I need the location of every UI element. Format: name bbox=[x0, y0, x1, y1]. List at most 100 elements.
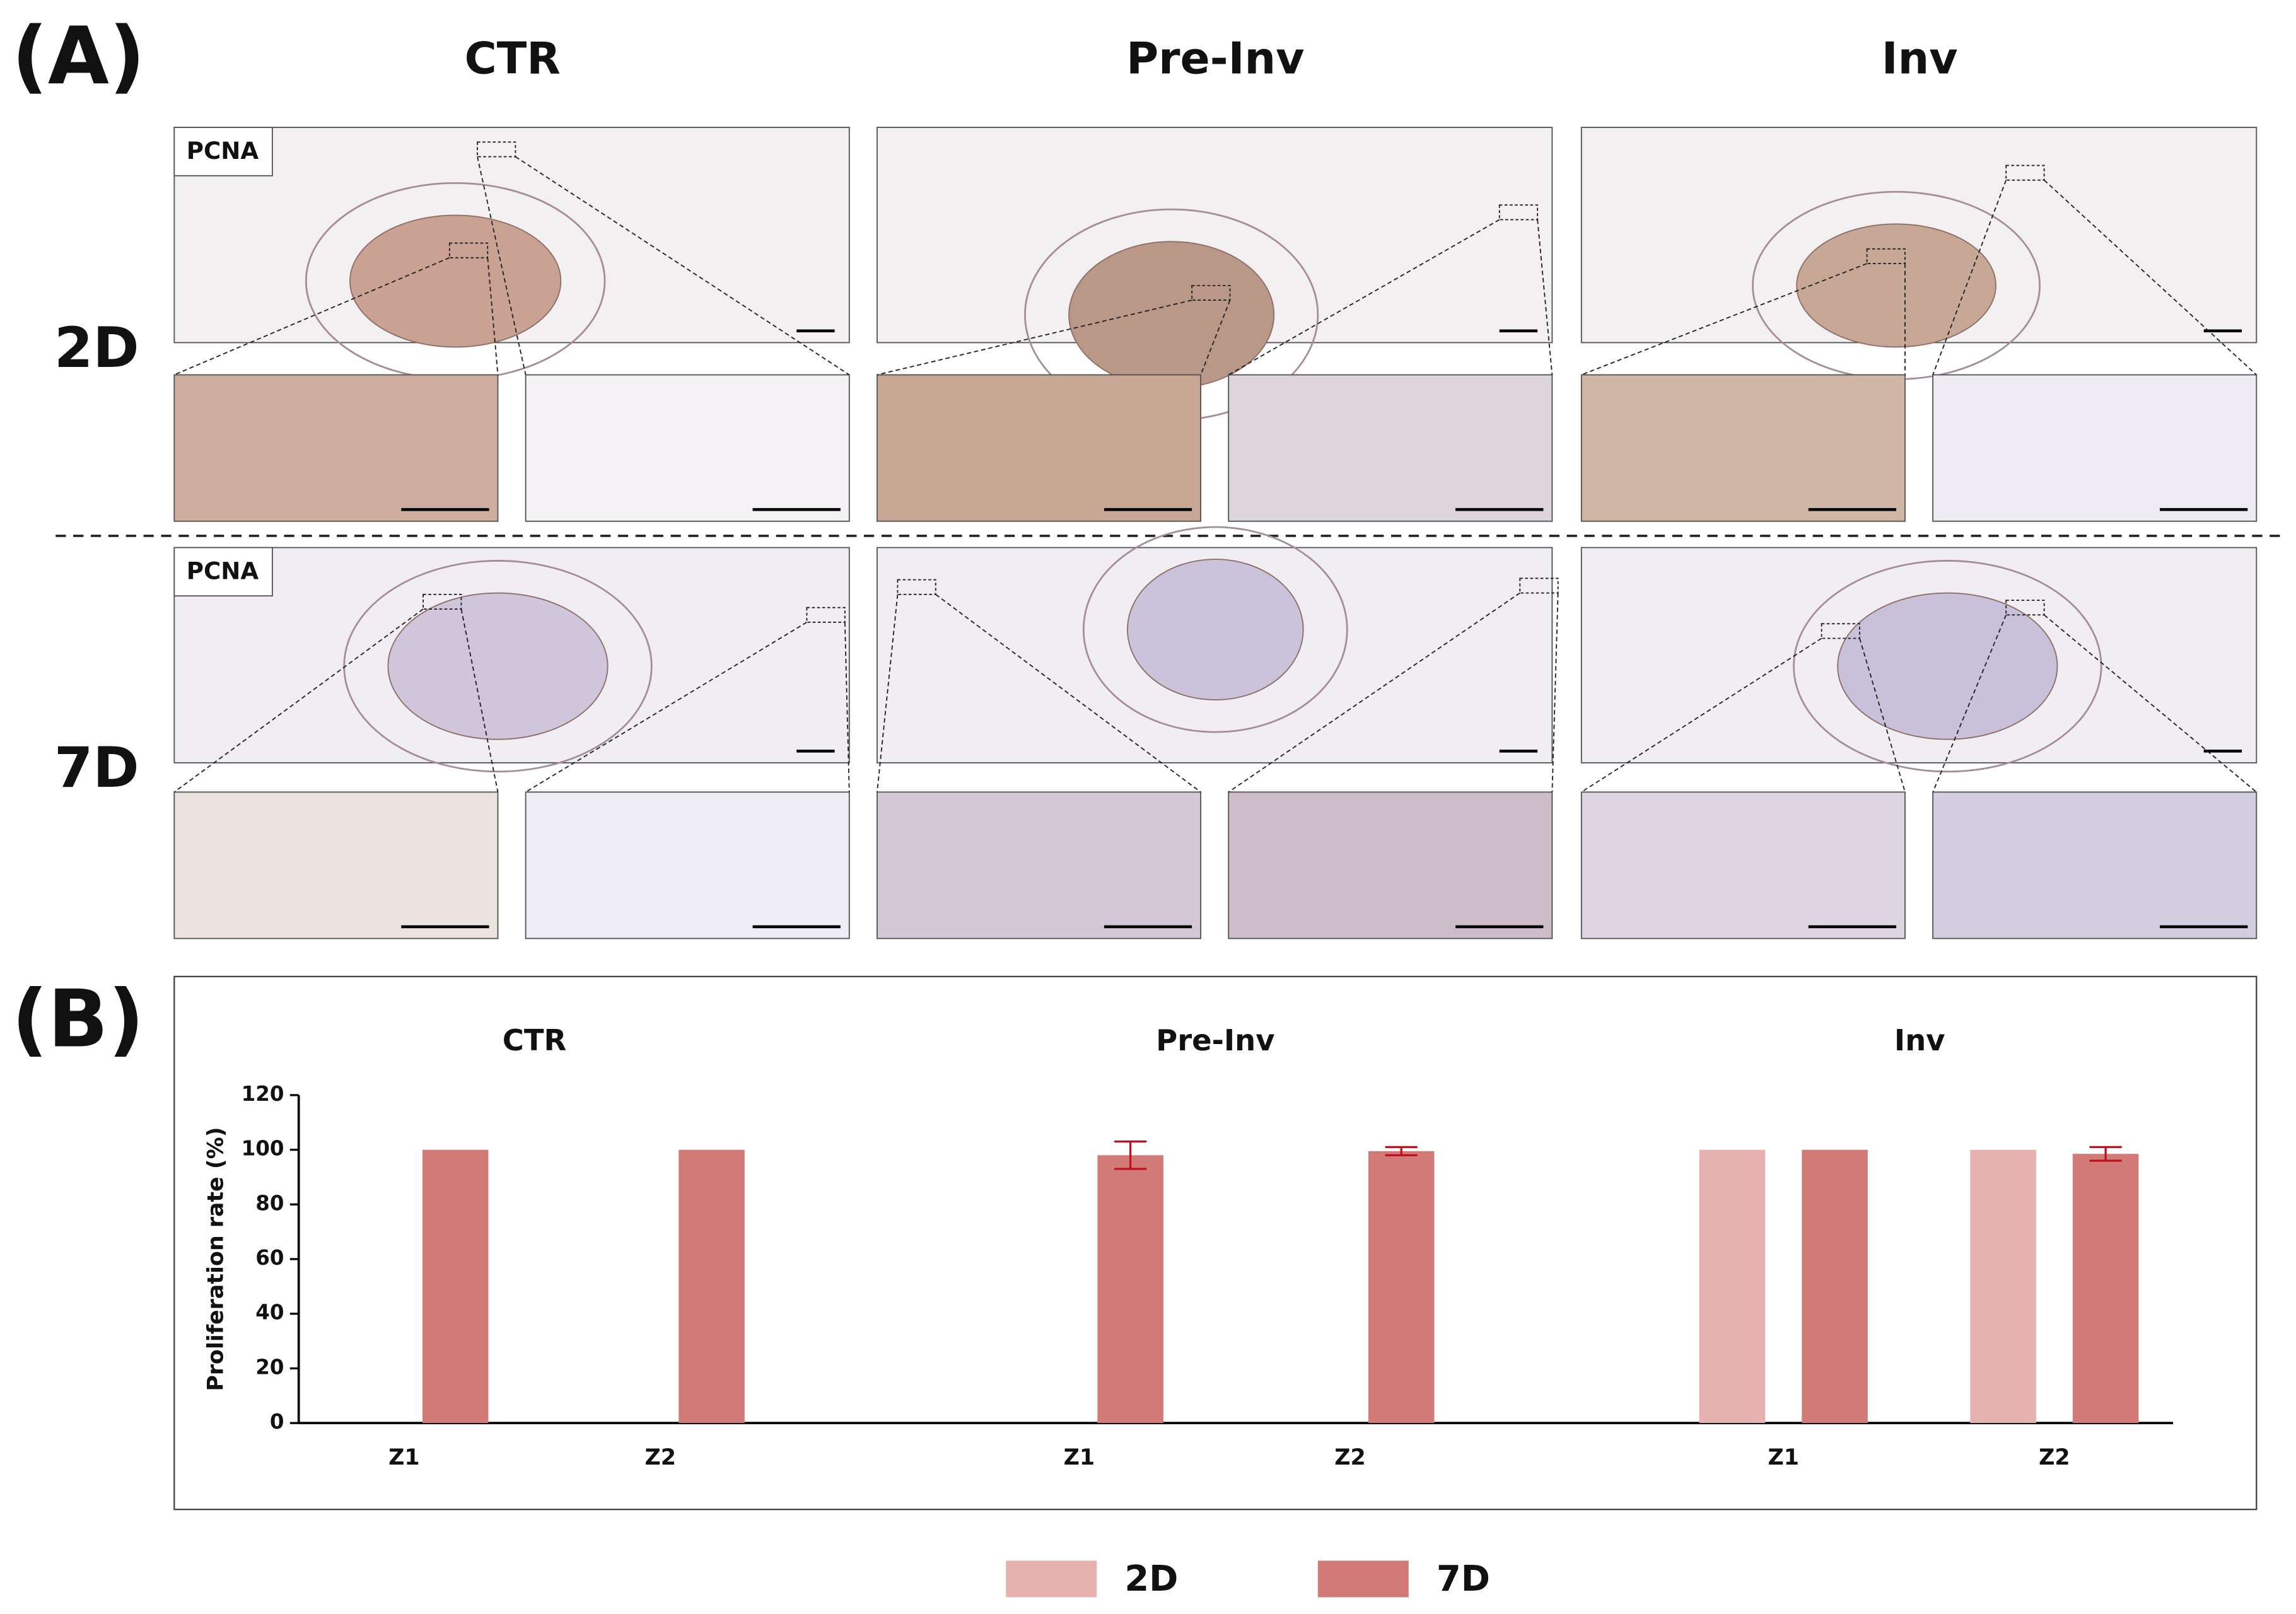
micrograph-zoom bbox=[173, 791, 499, 939]
micrograph-zoom bbox=[1932, 374, 2258, 522]
zoom-box bbox=[2005, 600, 2045, 616]
zoom-line bbox=[173, 257, 450, 376]
group-title: CTR bbox=[503, 1023, 567, 1057]
column-header: Pre-Inv bbox=[1126, 33, 1304, 84]
legend-label: 7D bbox=[1436, 1559, 1490, 1599]
x-tick-label: Z1 bbox=[388, 1445, 420, 1470]
bar bbox=[1097, 1155, 1163, 1424]
zoom-box bbox=[422, 593, 462, 610]
row-header: 7D bbox=[54, 735, 139, 800]
micrograph-zoom bbox=[1580, 791, 1906, 939]
group-title: Pre-Inv bbox=[1156, 1023, 1274, 1057]
tissue bbox=[1127, 559, 1304, 700]
zoom-box bbox=[1498, 204, 1539, 221]
tissue bbox=[349, 214, 562, 348]
chart-frame bbox=[173, 975, 2258, 1511]
x-tick-label: Z1 bbox=[1064, 1445, 1095, 1470]
error-bar bbox=[2089, 1146, 2122, 1162]
bar bbox=[679, 1149, 745, 1424]
micrograph-zoom bbox=[1932, 791, 2258, 939]
y-axis-label: Proliferation rate (%) bbox=[204, 1127, 229, 1391]
bar bbox=[1802, 1149, 1868, 1424]
zoom-line bbox=[844, 622, 850, 792]
tissue bbox=[387, 592, 609, 740]
panel-label: (B) bbox=[12, 973, 144, 1065]
zoom-box bbox=[477, 141, 516, 158]
row-header: 2D bbox=[54, 315, 139, 380]
zoom-line bbox=[1859, 638, 1906, 792]
micrographs: PCNA PCNA bbox=[173, 127, 2258, 939]
panel-label: (A) bbox=[12, 10, 146, 102]
tissue-outline bbox=[343, 560, 653, 773]
micrograph-zoom bbox=[525, 374, 850, 522]
error-bar bbox=[1114, 1141, 1147, 1170]
zoom-line bbox=[525, 622, 807, 793]
y-tick-label: 80 bbox=[255, 1191, 284, 1215]
y-tick-label: 40 bbox=[255, 1301, 284, 1325]
zoom-line bbox=[460, 608, 499, 792]
zoom-box bbox=[2005, 165, 2045, 181]
zoom-line bbox=[173, 608, 424, 793]
zoom-box bbox=[1519, 578, 1559, 594]
legend-label: 2D bbox=[1124, 1559, 1178, 1599]
micrograph-zoom bbox=[525, 791, 850, 939]
stain-label: PCNA bbox=[187, 137, 259, 165]
zoom-line bbox=[876, 594, 899, 792]
zoom-line bbox=[1228, 592, 1520, 793]
micrograph-zoom bbox=[1228, 791, 1553, 939]
stain-label: PCNA bbox=[187, 558, 259, 585]
x-tick-label: Z1 bbox=[1768, 1445, 1800, 1470]
micrograph-zoom bbox=[173, 374, 499, 522]
y-tick-label: 100 bbox=[242, 1137, 284, 1161]
zoom-box bbox=[806, 607, 846, 623]
bar bbox=[422, 1149, 489, 1424]
bar bbox=[2072, 1154, 2139, 1424]
zoom-line bbox=[1228, 219, 1500, 376]
micrograph-zoom bbox=[876, 791, 1202, 939]
y-tick-label: 60 bbox=[255, 1246, 284, 1270]
error-bar bbox=[1385, 1146, 1418, 1156]
zoom-line bbox=[1551, 593, 1559, 792]
y-tick-label: 120 bbox=[242, 1082, 284, 1106]
bar bbox=[1368, 1151, 1435, 1424]
x-tick-label: Z2 bbox=[1334, 1445, 1366, 1470]
legend-swatch bbox=[1006, 1560, 1097, 1598]
stain-label-box bbox=[173, 547, 273, 597]
x-tick-label: Z2 bbox=[645, 1445, 677, 1470]
zoom-box bbox=[448, 242, 489, 258]
zoom-box bbox=[1866, 248, 1906, 264]
zoom-box bbox=[1821, 623, 1860, 639]
bar bbox=[1970, 1149, 2036, 1424]
zoom-line bbox=[1932, 180, 2007, 375]
tissue bbox=[1837, 592, 2058, 740]
y-tick-label: 0 bbox=[270, 1410, 284, 1434]
zoom-box bbox=[1191, 284, 1231, 301]
zoom-box bbox=[897, 579, 936, 595]
x-tick-label: Z2 bbox=[2039, 1445, 2070, 1470]
zoom-line bbox=[477, 156, 527, 375]
legend-swatch bbox=[1317, 1560, 1409, 1598]
bar bbox=[1699, 1149, 1766, 1424]
tissue-outline bbox=[1793, 560, 2102, 773]
micrograph-zoom bbox=[1580, 374, 1906, 522]
zoom-line bbox=[1581, 637, 1822, 793]
micrograph-zoom bbox=[1228, 374, 1553, 522]
y-tick-label: 20 bbox=[255, 1355, 284, 1379]
micrograph-zoom bbox=[876, 374, 1202, 522]
zoom-line bbox=[1200, 299, 1231, 375]
tissue bbox=[1796, 223, 1996, 348]
zoom-line bbox=[1537, 219, 1553, 375]
column-header: Inv bbox=[1882, 33, 1958, 84]
zoom-line bbox=[2044, 614, 2257, 793]
zoom-line bbox=[1932, 614, 2007, 792]
chart: 0 20 40 60 80 100 120 CTR Pre-Inv Inv Z1 Z2 Z1 Z2 Z1 Z2… bbox=[242, 1023, 2173, 1599]
group-title: Inv bbox=[1894, 1023, 1945, 1057]
tissue-outline bbox=[1082, 526, 1348, 733]
column-header: CTR bbox=[465, 33, 561, 84]
zoom-line bbox=[2043, 180, 2257, 376]
zoom-line bbox=[515, 156, 850, 376]
zoom-line bbox=[487, 257, 499, 375]
zoom-line bbox=[877, 299, 1192, 376]
